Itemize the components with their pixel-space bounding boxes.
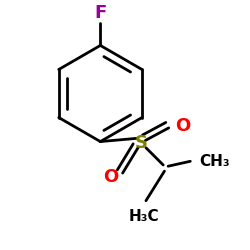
Text: H₃C: H₃C (128, 209, 159, 224)
Text: F: F (94, 4, 106, 22)
Text: CH₃: CH₃ (200, 154, 230, 169)
Text: O: O (103, 168, 118, 186)
Text: S: S (134, 134, 147, 152)
Text: O: O (175, 116, 190, 134)
